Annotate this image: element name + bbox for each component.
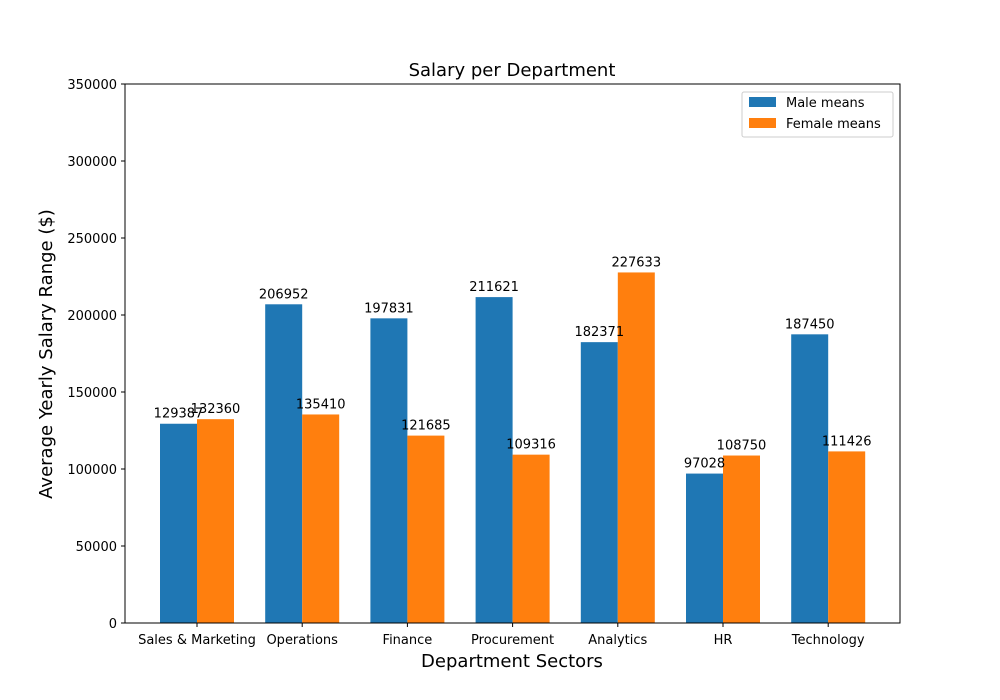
- bar-female-1: [302, 414, 340, 623]
- value-label-female-5: 108750: [717, 439, 767, 454]
- bars-group: [160, 272, 866, 623]
- bar-male-6: [791, 334, 829, 623]
- value-label-female-2: 121685: [401, 419, 451, 434]
- value-label-male-2: 197831: [364, 301, 414, 316]
- x-tick-label-6: Technology: [791, 633, 865, 648]
- y-axis-ticks: 0 50000 100000 150000 200000 250000 300000 3500…: [67, 78, 125, 632]
- y-tick-label-0: 0: [109, 617, 117, 632]
- value-label-female-1: 135410: [296, 397, 346, 412]
- x-tick-label-3: Procurement: [471, 633, 554, 648]
- legend-swatch-female: [749, 118, 776, 128]
- x-tick-label-4: Analytics: [588, 633, 647, 648]
- y-tick-label-7: 350000: [67, 78, 117, 93]
- bar-male-5: [686, 473, 723, 623]
- legend-swatch-male: [749, 97, 776, 107]
- y-tick-label-4: 200000: [67, 309, 117, 324]
- bar-female-5: [723, 455, 760, 623]
- y-tick-label-1: 50000: [76, 540, 117, 555]
- bar-female-6: [828, 451, 866, 623]
- bar-female-3: [512, 454, 550, 623]
- bar-male-2: [370, 318, 408, 623]
- value-label-female-0: 132360: [191, 402, 241, 417]
- x-tick-label-0: Sales & Marketing: [138, 633, 256, 648]
- value-label-female-4: 227633: [611, 255, 661, 270]
- y-tick-label-5: 250000: [67, 232, 117, 247]
- y-tick-label-2: 100000: [67, 463, 117, 478]
- legend-frame: [741, 91, 894, 138]
- x-axis-title: Department Sectors: [421, 651, 603, 672]
- y-tick-label-6: 300000: [67, 155, 117, 170]
- bar-female-2: [407, 435, 445, 623]
- y-axis-title: Average Yearly Salary Range ($): [36, 209, 57, 499]
- legend: Male means Female means: [741, 91, 894, 138]
- x-tick-label-5: HR: [714, 633, 733, 648]
- value-label-male-0: 129387: [154, 407, 204, 422]
- bar-male-0: [160, 423, 197, 623]
- x-tick-label-2: Finance: [383, 633, 433, 648]
- value-label-male-1: 206952: [259, 287, 309, 302]
- value-label-female-6: 111426: [822, 434, 872, 449]
- legend-label-male: Male means: [786, 96, 865, 111]
- value-label-male-6: 187450: [785, 317, 835, 332]
- bar-male-3: [475, 297, 513, 623]
- legend-label-female: Female means: [786, 117, 881, 132]
- x-tick-label-1: Operations: [266, 633, 338, 648]
- value-label-male-3: 211621: [469, 280, 519, 295]
- chart-title: Salary per Department: [409, 60, 616, 81]
- bar-female-4: [617, 272, 655, 623]
- value-label-male-4: 182371: [574, 325, 624, 340]
- bar-male-1: [265, 304, 303, 623]
- bar-female-0: [197, 419, 234, 623]
- bar-male-4: [580, 342, 618, 623]
- value-label-male-5: 97028: [684, 457, 725, 472]
- value-label-female-3: 109316: [506, 438, 556, 453]
- y-tick-label-3: 150000: [67, 386, 117, 401]
- x-axis-ticks: Sales & Marketing Operations Finance Procur…: [138, 623, 865, 648]
